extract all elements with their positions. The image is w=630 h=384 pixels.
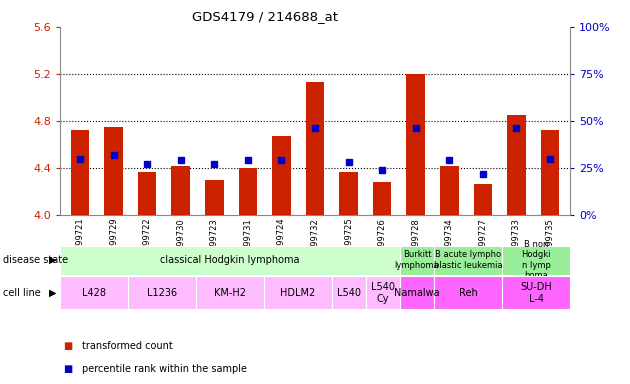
Bar [239, 168, 257, 215]
Bar [128, 276, 196, 309]
Text: SU-DH
L-4: SU-DH L-4 [520, 282, 552, 304]
Bar [406, 74, 425, 215]
Bar [105, 127, 123, 215]
Bar [71, 131, 89, 215]
Bar [400, 246, 434, 275]
Text: disease state: disease state [3, 255, 68, 265]
Text: L428: L428 [82, 288, 106, 298]
Bar [205, 180, 224, 215]
Bar [507, 115, 525, 215]
Text: HDLM2: HDLM2 [280, 288, 316, 298]
Text: ▶: ▶ [49, 255, 56, 265]
Text: L540
Cy: L540 Cy [371, 282, 395, 304]
Bar [366, 276, 400, 309]
Bar [340, 172, 358, 215]
Text: percentile rank within the sample: percentile rank within the sample [82, 364, 247, 374]
Bar [196, 276, 264, 309]
Bar [272, 136, 290, 215]
Text: transformed count: transformed count [82, 341, 173, 351]
Text: L1236: L1236 [147, 288, 177, 298]
Bar [434, 246, 502, 275]
Text: B acute lympho
blastic leukemia: B acute lympho blastic leukemia [434, 250, 502, 270]
Text: Reh: Reh [459, 288, 478, 298]
Text: KM-H2: KM-H2 [214, 288, 246, 298]
Bar [171, 166, 190, 215]
Text: L540: L540 [337, 288, 361, 298]
Bar [138, 172, 156, 215]
Text: Burkitt
lymphoma: Burkitt lymphoma [395, 250, 439, 270]
Bar [541, 131, 559, 215]
Text: cell line: cell line [3, 288, 41, 298]
Text: ▶: ▶ [49, 288, 56, 298]
Bar [502, 276, 570, 309]
Bar [440, 166, 459, 215]
Bar [400, 276, 434, 309]
Bar [60, 246, 400, 275]
Bar [434, 276, 502, 309]
Bar [332, 276, 366, 309]
Bar [474, 184, 492, 215]
Bar [502, 246, 570, 275]
Text: classical Hodgkin lymphoma: classical Hodgkin lymphoma [160, 255, 300, 265]
Bar [60, 276, 128, 309]
Bar [306, 82, 324, 215]
Bar [373, 182, 391, 215]
Text: GDS4179 / 214688_at: GDS4179 / 214688_at [192, 10, 338, 23]
Text: Namalwa: Namalwa [394, 288, 440, 298]
Text: ■: ■ [63, 364, 72, 374]
Bar [264, 276, 332, 309]
Text: B non
Hodgki
n lymp
homa: B non Hodgki n lymp homa [522, 240, 551, 280]
Text: ■: ■ [63, 341, 72, 351]
